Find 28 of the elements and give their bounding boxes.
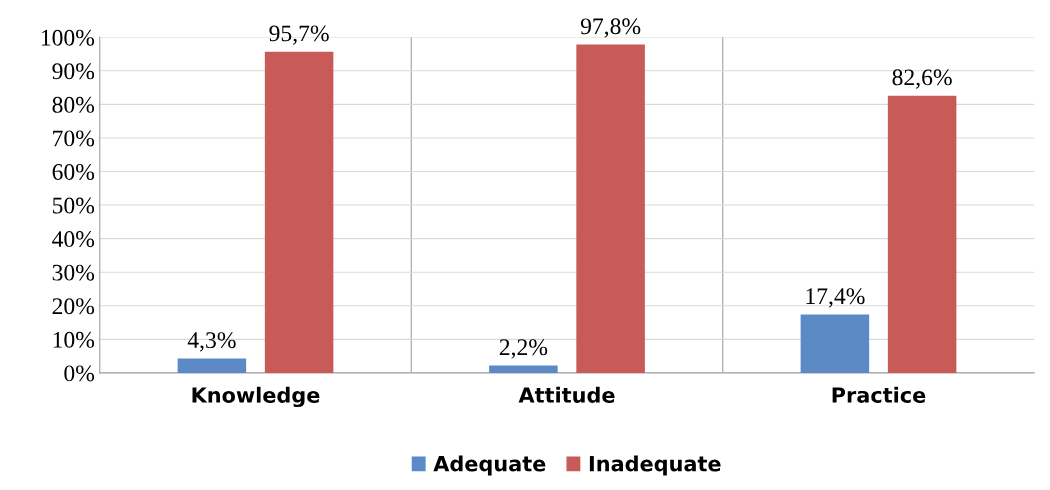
x-tick-label: Knowledge: [192, 386, 320, 408]
bar: [887, 95, 957, 373]
y-tick-label: 50%: [52, 197, 95, 214]
x-tick-label: Attitude: [518, 386, 615, 403]
y-tick-label: 80%: [52, 96, 95, 113]
y-tick-label: 0%: [64, 365, 95, 382]
data-label: 82,6%: [892, 69, 952, 89]
y-tick-label: 40%: [52, 231, 95, 248]
legend-label: Inadequate: [589, 455, 721, 476]
data-label: 17,4%: [806, 288, 865, 308]
bar: [177, 358, 247, 373]
legend-label: Adequate: [433, 455, 546, 476]
data-label: 4,3%: [187, 332, 236, 352]
data-label: 97,8%: [580, 18, 641, 38]
bar: [800, 314, 870, 373]
bar: [576, 44, 645, 373]
y-tick-label: 60%: [52, 163, 95, 180]
y-tick-label: 90%: [52, 63, 95, 80]
x-tick-label: Practice: [832, 386, 926, 403]
y-tick-label: 30%: [52, 264, 95, 281]
y-tick-label: 100%: [41, 29, 95, 46]
y-tick-label: 70%: [53, 130, 95, 147]
data-label: 2,2%: [499, 339, 548, 359]
bar: [264, 51, 334, 373]
y-tick-label: 20%: [52, 298, 95, 315]
y-tick-label: 10%: [53, 331, 95, 348]
data-label: 95,7%: [269, 25, 329, 45]
bar: [489, 365, 558, 373]
